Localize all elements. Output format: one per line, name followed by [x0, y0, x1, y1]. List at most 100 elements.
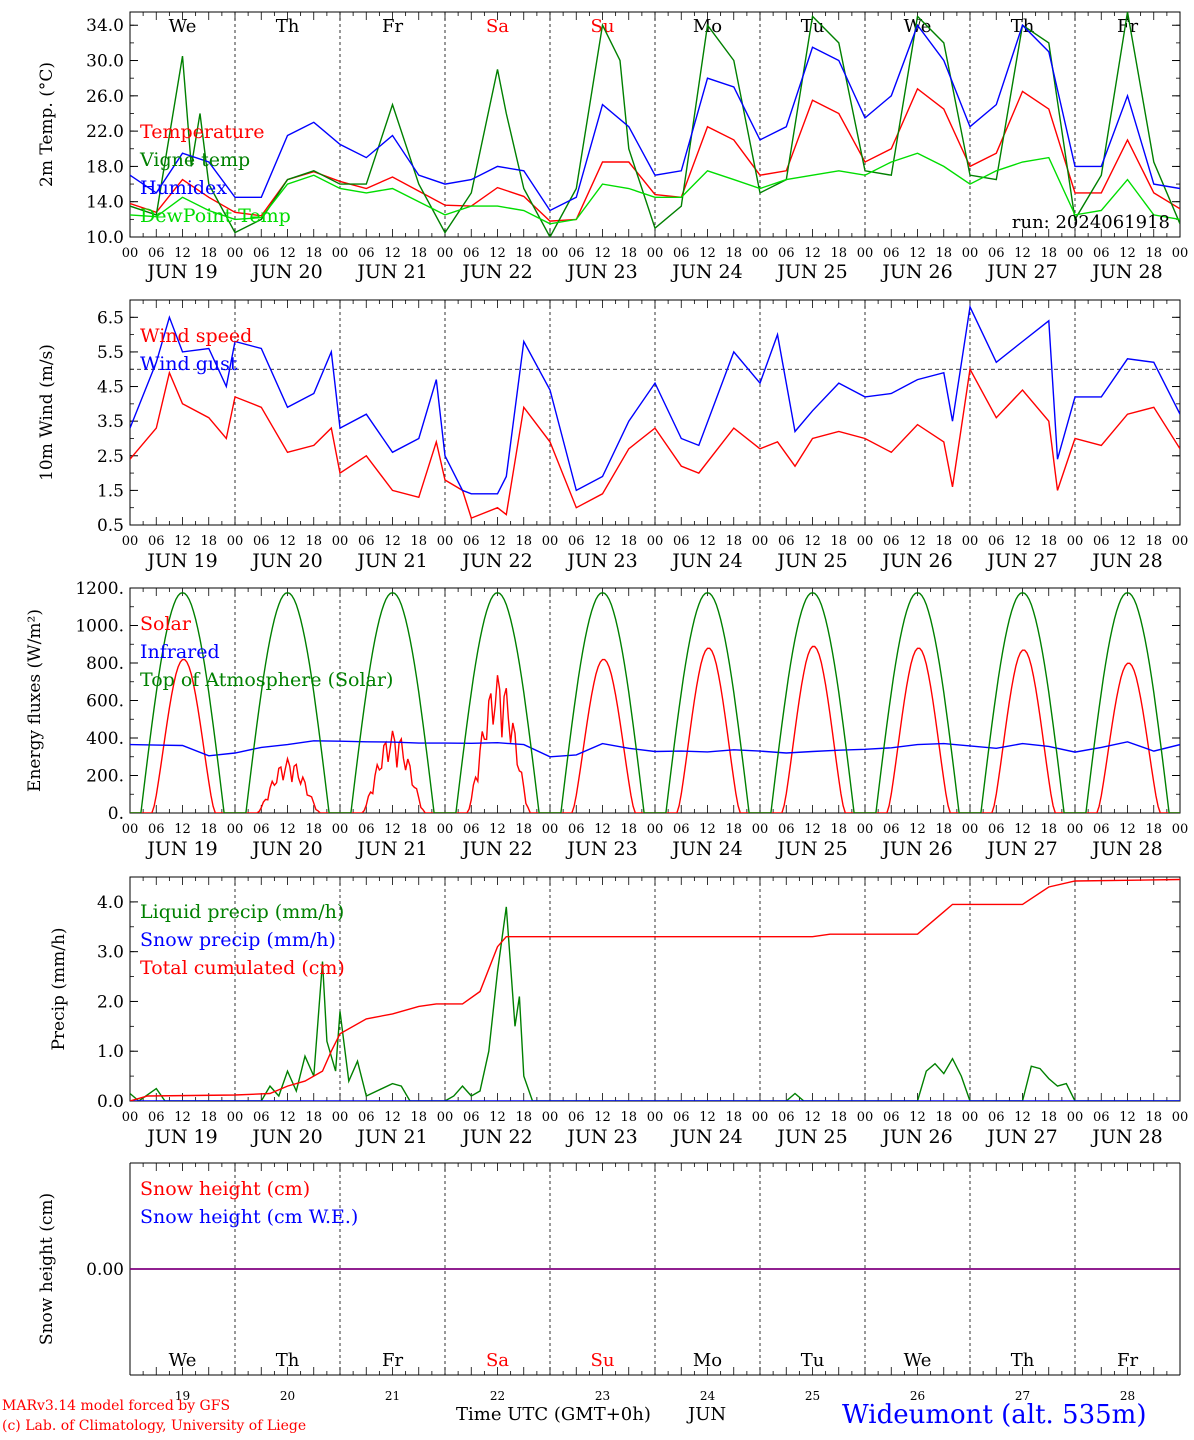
hour-tick-label: 18 — [515, 246, 532, 261]
hour-tick-label: 06 — [463, 246, 480, 261]
date-label: JUN 27 — [985, 838, 1057, 860]
hour-tick-label: 00 — [752, 1110, 769, 1125]
hour-tick-label: 18 — [515, 1110, 532, 1125]
hour-tick-label: 00 — [647, 1110, 664, 1125]
date-label: JUN 22 — [460, 550, 532, 572]
hour-tick-label: 12 — [1014, 1110, 1031, 1125]
hour-tick-label: 06 — [673, 822, 690, 837]
date-label: JUN 25 — [775, 261, 847, 283]
day-number-label: 25 — [805, 1389, 820, 1403]
date-label: JUN 28 — [1090, 838, 1162, 860]
hour-tick-label: 06 — [148, 1110, 165, 1125]
y-tick-label: 1.5 — [97, 481, 124, 501]
hour-tick-label: 18 — [305, 246, 322, 261]
hour-tick-label: 06 — [253, 534, 270, 549]
y-tick-label: 2.5 — [97, 447, 124, 467]
hour-tick-label: 18 — [200, 822, 217, 837]
hour-tick-label: 12 — [699, 1110, 716, 1125]
hour-tick-label: 00 — [647, 822, 664, 837]
date-label: JUN 25 — [775, 838, 847, 860]
date-label: JUN 21 — [355, 550, 427, 572]
hour-tick-label: 00 — [122, 1110, 139, 1125]
hour-tick-label: 12 — [804, 822, 821, 837]
hour-tick-label: 18 — [410, 1110, 427, 1125]
legend-entry: Solar — [140, 613, 192, 635]
legend-entry: Vigne temp — [139, 149, 250, 171]
date-label: JUN 22 — [460, 838, 532, 860]
date-label: JUN 26 — [880, 838, 952, 860]
hour-tick-label: 00 — [227, 246, 244, 261]
y-tick-label: 22.0 — [86, 122, 124, 142]
date-label: JUN 28 — [1090, 550, 1162, 572]
hour-tick-label: 06 — [1093, 1110, 1110, 1125]
hour-tick-label: 06 — [253, 1110, 270, 1125]
series-line-liquid-precip-mm-h — [130, 906, 1180, 1101]
y-tick-label: 200. — [86, 767, 124, 787]
y-axis-title: 2m Temp. (°C) — [37, 62, 57, 187]
hour-tick-label: 12 — [384, 1110, 401, 1125]
hour-tick-label: 12 — [1014, 246, 1031, 261]
date-label: JUN 25 — [775, 550, 847, 572]
hour-tick-label: 06 — [673, 1110, 690, 1125]
hour-tick-label: 00 — [437, 534, 454, 549]
hour-tick-label: 06 — [253, 246, 270, 261]
y-tick-label: 6.5 — [97, 308, 124, 328]
hour-tick-label: 12 — [1014, 822, 1031, 837]
date-label: JUN 23 — [565, 1126, 637, 1148]
hour-tick-label: 12 — [279, 246, 296, 261]
legend-entry: DewPoint Temp — [140, 205, 291, 227]
hour-tick-label: 18 — [1040, 246, 1057, 261]
hour-tick-label: 06 — [883, 1110, 900, 1125]
y-tick-label: 5.5 — [97, 343, 124, 363]
hour-tick-label: 00 — [962, 822, 979, 837]
weekday-label: Fr — [382, 16, 403, 37]
hour-tick-label: 06 — [988, 822, 1005, 837]
hour-tick-label: 06 — [1093, 822, 1110, 837]
date-label: JUN 19 — [145, 550, 217, 572]
hour-tick-label: 18 — [305, 822, 322, 837]
date-label: JUN 26 — [880, 550, 952, 572]
hour-tick-label: 00 — [857, 1110, 874, 1125]
hour-tick-label: 18 — [725, 1110, 742, 1125]
hour-tick-label: 18 — [1145, 246, 1162, 261]
date-label: JUN 23 — [565, 838, 637, 860]
y-tick-label: 1200. — [75, 579, 124, 599]
date-label: JUN 28 — [1090, 261, 1162, 283]
panel-1: 10.0 14.0 18.0 22.0 26.0 30.0 34.0 2m Temp. (°C… — [37, 11, 1188, 283]
series-line-wind-speed — [130, 367, 1180, 520]
date-label: JUN 24 — [670, 550, 742, 572]
hour-tick-label: 12 — [384, 822, 401, 837]
hour-tick-label: 00 — [437, 822, 454, 837]
y-tick-label: 0. — [108, 804, 124, 824]
date-label: JUN 23 — [565, 550, 637, 572]
y-axis-title: 10m Wind (m/s) — [37, 344, 57, 481]
hour-tick-label: 00 — [1067, 534, 1084, 549]
date-label: JUN 22 — [460, 1126, 532, 1148]
hour-tick-label: 18 — [200, 534, 217, 549]
hour-tick-label: 06 — [778, 1110, 795, 1125]
hour-tick-label: 06 — [463, 534, 480, 549]
day-number-label: 23 — [595, 1389, 610, 1403]
station-label: Wideumont (alt. 535m) — [842, 1400, 1147, 1430]
hour-tick-label: 00 — [647, 534, 664, 549]
hour-tick-label: 12 — [909, 534, 926, 549]
hour-tick-label: 06 — [148, 822, 165, 837]
y-tick-label: 10.0 — [86, 228, 124, 248]
hour-tick-label: 06 — [358, 246, 375, 261]
hour-tick-label: 00 — [1172, 534, 1189, 549]
y-axis-title: Precip (mm/h) — [49, 927, 69, 1050]
date-label: JUN 21 — [355, 1126, 427, 1148]
hour-tick-label: 18 — [830, 534, 847, 549]
hour-tick-label: 06 — [358, 822, 375, 837]
y-tick-label: 30.0 — [86, 52, 124, 72]
hour-tick-label: 12 — [279, 534, 296, 549]
hour-tick-label: 00 — [752, 246, 769, 261]
panels: 10.0 14.0 18.0 22.0 26.0 30.0 34.0 2m Temp. (°C… — [25, 11, 1189, 1403]
hour-tick-label: 18 — [830, 822, 847, 837]
legend-entry: Snow height (cm) — [140, 1178, 310, 1200]
hour-tick-label: 12 — [1119, 246, 1136, 261]
weekday-label: Fr — [1117, 1350, 1138, 1371]
hour-tick-label: 00 — [542, 1110, 559, 1125]
hour-tick-label: 18 — [515, 534, 532, 549]
day-number-label: 28 — [1120, 1389, 1135, 1403]
